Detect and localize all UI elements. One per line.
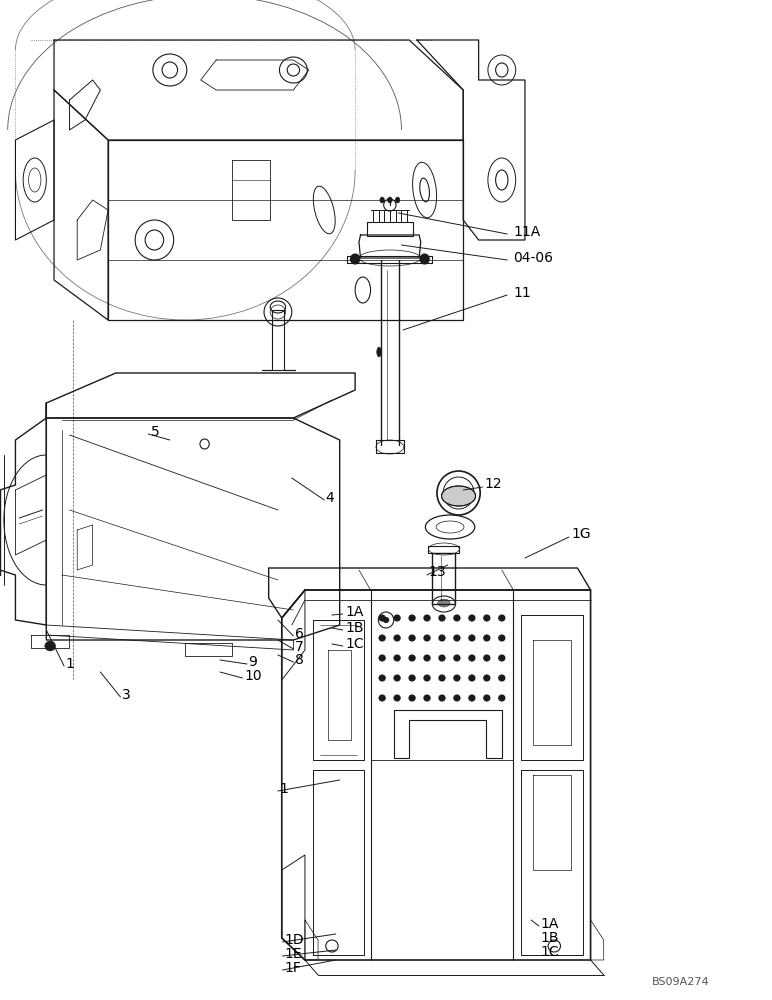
- Text: 1C: 1C: [540, 945, 559, 959]
- Ellipse shape: [484, 675, 490, 681]
- Ellipse shape: [394, 635, 400, 641]
- Text: 7: 7: [295, 640, 303, 654]
- Text: 5: 5: [151, 425, 159, 439]
- Text: 1B: 1B: [540, 931, 559, 945]
- Ellipse shape: [424, 695, 430, 701]
- Text: 1G: 1G: [571, 527, 591, 541]
- Ellipse shape: [424, 635, 430, 641]
- Text: 11: 11: [513, 286, 531, 300]
- Text: 1E: 1E: [284, 947, 302, 961]
- Ellipse shape: [484, 635, 490, 641]
- Ellipse shape: [469, 655, 475, 661]
- Ellipse shape: [438, 675, 445, 681]
- Ellipse shape: [394, 695, 400, 701]
- Ellipse shape: [484, 615, 490, 621]
- Ellipse shape: [499, 635, 505, 641]
- Text: 1C: 1C: [345, 637, 364, 651]
- Ellipse shape: [409, 635, 415, 641]
- Ellipse shape: [420, 254, 429, 264]
- Ellipse shape: [438, 655, 445, 661]
- Text: 1D: 1D: [284, 933, 303, 947]
- Text: 8: 8: [295, 653, 303, 667]
- Ellipse shape: [379, 615, 385, 621]
- Ellipse shape: [484, 695, 490, 701]
- Ellipse shape: [394, 655, 400, 661]
- Text: 12: 12: [485, 477, 503, 491]
- Text: 1F: 1F: [284, 961, 301, 975]
- Ellipse shape: [438, 615, 445, 621]
- Ellipse shape: [424, 655, 430, 661]
- Ellipse shape: [454, 675, 460, 681]
- Ellipse shape: [469, 615, 475, 621]
- Ellipse shape: [454, 695, 460, 701]
- Ellipse shape: [409, 675, 415, 681]
- Text: 1A: 1A: [540, 917, 559, 931]
- Text: BS09A274: BS09A274: [652, 977, 710, 987]
- Ellipse shape: [409, 695, 415, 701]
- Ellipse shape: [438, 635, 445, 641]
- Text: 04-06: 04-06: [513, 251, 554, 265]
- Ellipse shape: [469, 695, 475, 701]
- Text: 3: 3: [122, 688, 130, 702]
- Text: 13: 13: [428, 565, 446, 579]
- Ellipse shape: [394, 615, 400, 621]
- Ellipse shape: [454, 615, 460, 621]
- Ellipse shape: [394, 675, 400, 681]
- Ellipse shape: [380, 197, 384, 203]
- Text: 4: 4: [326, 491, 334, 505]
- Ellipse shape: [469, 635, 475, 641]
- Text: 9: 9: [249, 655, 257, 669]
- Ellipse shape: [438, 695, 445, 701]
- Ellipse shape: [454, 635, 460, 641]
- Ellipse shape: [395, 197, 400, 203]
- Ellipse shape: [388, 197, 392, 203]
- Text: 1: 1: [66, 657, 74, 671]
- Text: 11A: 11A: [513, 225, 540, 239]
- Ellipse shape: [379, 655, 385, 661]
- Ellipse shape: [409, 655, 415, 661]
- Text: 1A: 1A: [345, 605, 364, 619]
- Ellipse shape: [454, 655, 460, 661]
- Ellipse shape: [383, 617, 389, 623]
- Ellipse shape: [424, 675, 430, 681]
- Text: 1B: 1B: [345, 621, 364, 635]
- Ellipse shape: [499, 675, 505, 681]
- Ellipse shape: [484, 655, 490, 661]
- Ellipse shape: [379, 635, 385, 641]
- Ellipse shape: [377, 347, 381, 357]
- Ellipse shape: [438, 599, 450, 607]
- Ellipse shape: [409, 615, 415, 621]
- Ellipse shape: [442, 486, 476, 506]
- Text: 10: 10: [244, 669, 262, 683]
- Ellipse shape: [350, 254, 360, 264]
- Ellipse shape: [469, 675, 475, 681]
- Ellipse shape: [499, 655, 505, 661]
- Ellipse shape: [379, 675, 385, 681]
- Text: 6: 6: [295, 627, 303, 641]
- Ellipse shape: [424, 615, 430, 621]
- Ellipse shape: [499, 695, 505, 701]
- Ellipse shape: [499, 615, 505, 621]
- Ellipse shape: [379, 695, 385, 701]
- Ellipse shape: [45, 641, 56, 651]
- Text: 1: 1: [279, 782, 288, 796]
